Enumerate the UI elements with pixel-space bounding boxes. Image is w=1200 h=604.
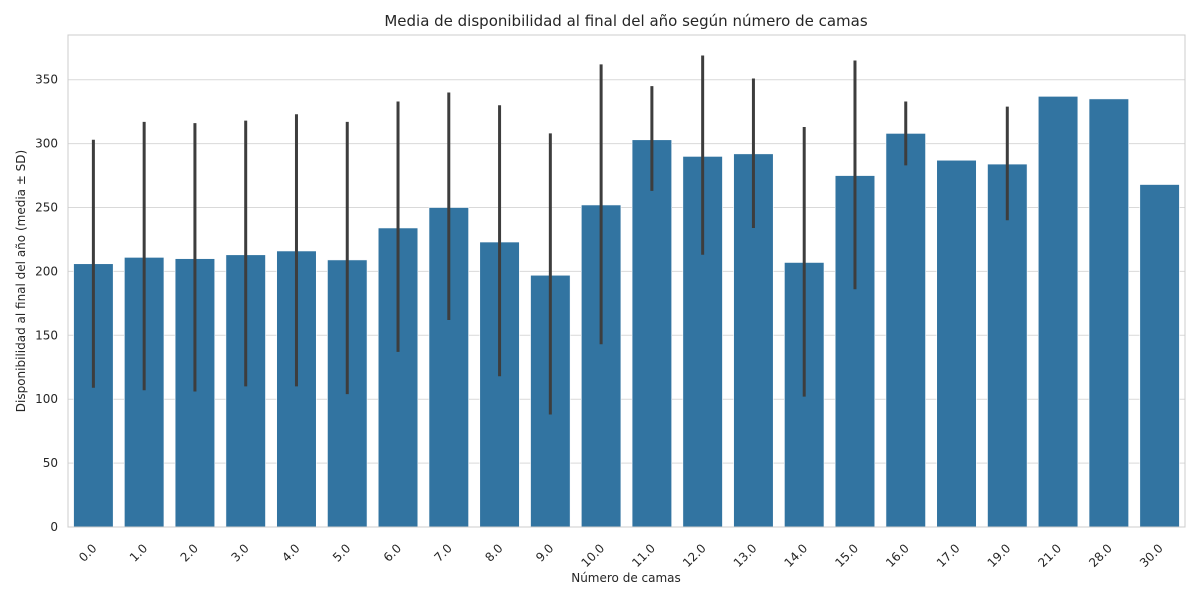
y-axis-label: Disponibilidad al final del año (media ±… — [14, 150, 28, 412]
x-axis-label: Número de camas — [571, 571, 681, 585]
y-tick-label: 300 — [35, 137, 58, 151]
y-tick-label: 350 — [35, 73, 58, 87]
y-tick-labels: 0 50 100 150 200 250 300 350 — [35, 73, 58, 534]
bar-11.0 — [631, 139, 672, 528]
y-tick-label: 0 — [50, 520, 58, 534]
chart-title: Media de disponibilidad al final del año… — [384, 12, 868, 30]
y-tick-label: 50 — [43, 456, 58, 470]
bars — [73, 96, 1180, 528]
plot-frame — [67, 34, 1186, 528]
bar-19.0 — [987, 163, 1028, 528]
y-tick-label: 150 — [35, 328, 58, 342]
bar-28.0 — [1088, 98, 1129, 528]
y-tick-label: 250 — [35, 201, 58, 215]
y-tick-label: 100 — [35, 392, 58, 406]
bar-21.0 — [1037, 96, 1079, 528]
bar-30.0 — [1139, 184, 1180, 528]
error-bars — [91, 55, 1009, 415]
y-tick-label: 200 — [35, 264, 58, 278]
bar-17.0 — [936, 159, 977, 528]
bar-16.0 — [885, 133, 926, 528]
